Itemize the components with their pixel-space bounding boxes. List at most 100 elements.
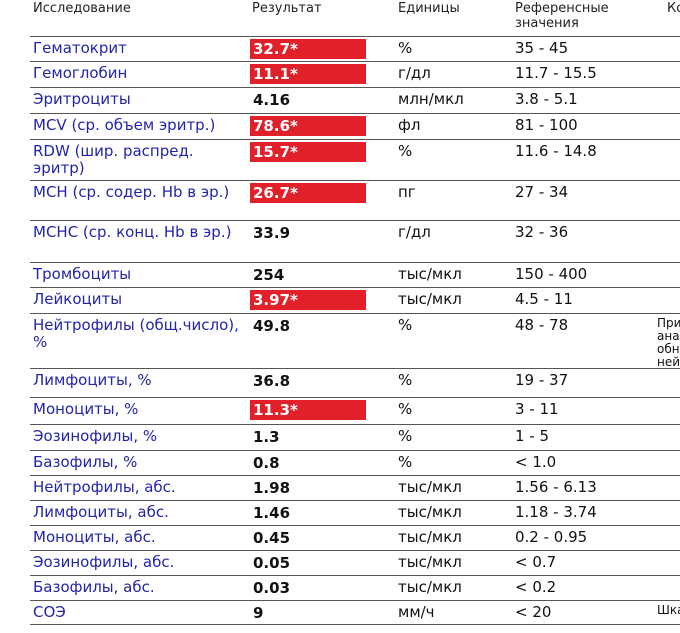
table-row: Эозинофилы, абс. 0.05 тыс/мкл < 0.7 [30, 550, 680, 575]
reference-range: 19 - 37 [515, 371, 569, 389]
table-row: Гемоглобин 11.1* г/дл 11.7 - 15.5 [30, 61, 680, 87]
units: тыс/мкл [398, 265, 462, 283]
test-name[interactable]: Нейтрофилы (общ.число), % [33, 316, 239, 351]
table-row: Лейкоциты 3.97* тыс/мкл 4.5 - 11 [30, 287, 680, 313]
test-name[interactable]: Моноциты, % [33, 400, 139, 418]
table-header: Исследование Результат Единицы Референсн… [0, 0, 680, 36]
result-value: 0.45 [253, 529, 291, 547]
test-name[interactable]: Лимфоциты, абс. [33, 503, 169, 521]
reference-range: 81 - 100 [515, 116, 578, 134]
reference-range: 1.56 - 6.13 [515, 478, 597, 496]
table-row: Лимфоциты, % 36.8% 19 - 37 [30, 368, 680, 397]
result-value-flagged: 11.3* [250, 400, 366, 420]
reference-range: < 0.7 [515, 553, 557, 571]
results-table: Гематокрит 32.7*% 35 - 45 Гемоглобин 11.1* г/… [30, 36, 680, 625]
table-row: Тромбоциты 254 тыс/мкл 150 - 400 [30, 262, 680, 287]
header-reference: Референсные значения [515, 1, 609, 31]
units: % [398, 39, 413, 57]
result-value: 0.03 [253, 579, 291, 597]
units: г/дл [398, 223, 431, 241]
reference-range: 11.6 - 14.8 [515, 142, 597, 160]
test-name[interactable]: Эозинофилы, абс. [33, 553, 175, 571]
units: фл [398, 116, 421, 134]
reference-range: < 20 [515, 603, 552, 621]
reference-range: 150 - 400 [515, 265, 588, 283]
result-value: 0.8 [253, 454, 280, 472]
reference-range: 35 - 45 [515, 39, 569, 57]
reference-range: 3.8 - 5.1 [515, 90, 578, 108]
units: % [398, 400, 413, 418]
result-value: 33.9 [253, 224, 291, 242]
result-value: 4.16 [253, 91, 291, 109]
result-value-flagged: 78.6* [250, 116, 366, 136]
test-name[interactable]: Гемоглобин [33, 64, 128, 82]
header-units: Единицы [398, 1, 460, 16]
reference-range: 48 - 78 [515, 316, 569, 334]
test-name[interactable]: MCH (ср. содер. Hb в эр.) [33, 183, 230, 201]
units: % [398, 427, 413, 445]
test-name[interactable]: Базофилы, % [33, 453, 138, 471]
reference-range: 32 - 36 [515, 223, 569, 241]
result-value: 0.05 [253, 554, 291, 572]
reference-range: 4.5 - 11 [515, 290, 573, 308]
units: млн/мкл [398, 90, 464, 108]
units: % [398, 453, 413, 471]
table-row: Эозинофилы, % 1.3% 1 - 5 [30, 424, 680, 450]
units: тыс/мкл [398, 553, 462, 571]
units: % [398, 371, 413, 389]
result-value: 1.3 [253, 428, 280, 446]
test-name[interactable]: MCHC (ср. конц. Hb в эр.) [33, 223, 232, 241]
table-row: Лимфоциты, абс. 1.46 тыс/мкл 1.18 - 3.74 [30, 500, 680, 525]
test-name[interactable]: СОЭ [33, 603, 66, 621]
header-study: Исследование [33, 1, 131, 16]
test-name[interactable]: Лейкоциты [33, 290, 123, 308]
units: тыс/мкл [398, 478, 462, 496]
reference-range: 3 - 11 [515, 400, 559, 418]
comment: Шка [657, 604, 680, 617]
test-name[interactable]: RDW (шир. распред. эритр) [33, 142, 194, 177]
table-row: Базофилы, % 0.8% < 1.0 [30, 450, 680, 475]
units: тыс/мкл [398, 503, 462, 521]
units: тыс/мкл [398, 578, 462, 596]
reference-range: 0.2 - 0.95 [515, 528, 588, 546]
result-value-flagged: 32.7* [250, 39, 366, 59]
test-name[interactable]: MCV (ср. объем эритр.) [33, 116, 216, 134]
test-name[interactable]: Моноциты, абс. [33, 528, 156, 546]
result-value-flagged: 15.7* [250, 142, 366, 162]
reference-range: < 1.0 [515, 453, 557, 471]
table-row: MCV (ср. объем эритр.) 78.6* фл 81 - 100 [30, 113, 680, 139]
reference-range: 27 - 34 [515, 183, 569, 201]
units: тыс/мкл [398, 290, 462, 308]
table-row: Нейтрофилы, абс. 1.98 тыс/мкл 1.56 - 6.13 [30, 475, 680, 500]
table-row: MCH (ср. содер. Hb в эр.) 26.7* пг 27 - 34 [30, 180, 680, 220]
result-value: 9 [253, 604, 264, 622]
units: % [398, 316, 413, 334]
table-row: СОЭ 9 мм/ч < 20 Шка [30, 600, 680, 625]
table-row: Гематокрит 32.7*% 35 - 45 [30, 36, 680, 61]
test-name[interactable]: Базофилы, абс. [33, 578, 155, 596]
result-value: 1.46 [253, 504, 291, 522]
result-value: 1.98 [253, 479, 291, 497]
test-name[interactable]: Лимфоциты, % [33, 371, 152, 389]
reference-range: 1 - 5 [515, 427, 550, 445]
units: % [398, 142, 413, 160]
comment: При ана обн ней [657, 317, 680, 369]
test-name[interactable]: Нейтрофилы, абс. [33, 478, 176, 496]
table-row: MCHC (ср. конц. Hb в эр.) 33.9 г/дл 32 - 36 [30, 220, 680, 262]
reference-range: < 0.2 [515, 578, 557, 596]
table-row: Моноциты, % 11.3*% 3 - 11 [30, 397, 680, 424]
result-value-flagged: 3.97* [250, 290, 366, 310]
units: г/дл [398, 64, 431, 82]
result-value-flagged: 26.7* [250, 183, 366, 203]
header-result: Результат [252, 1, 322, 16]
header-comment: Ко [667, 1, 680, 16]
test-name[interactable]: Эозинофилы, % [33, 427, 158, 445]
table-row: Эритроциты 4.16 млн/мкл 3.8 - 5.1 [30, 87, 680, 113]
result-value: 49.8 [253, 317, 291, 335]
test-name[interactable]: Эритроциты [33, 90, 131, 108]
result-value: 254 [253, 266, 285, 284]
table-row: RDW (шир. распред. эритр) 15.7*% 11.6 - 14… [30, 139, 680, 180]
reference-range: 1.18 - 3.74 [515, 503, 597, 521]
test-name[interactable]: Гематокрит [33, 39, 127, 57]
test-name[interactable]: Тромбоциты [33, 265, 132, 283]
